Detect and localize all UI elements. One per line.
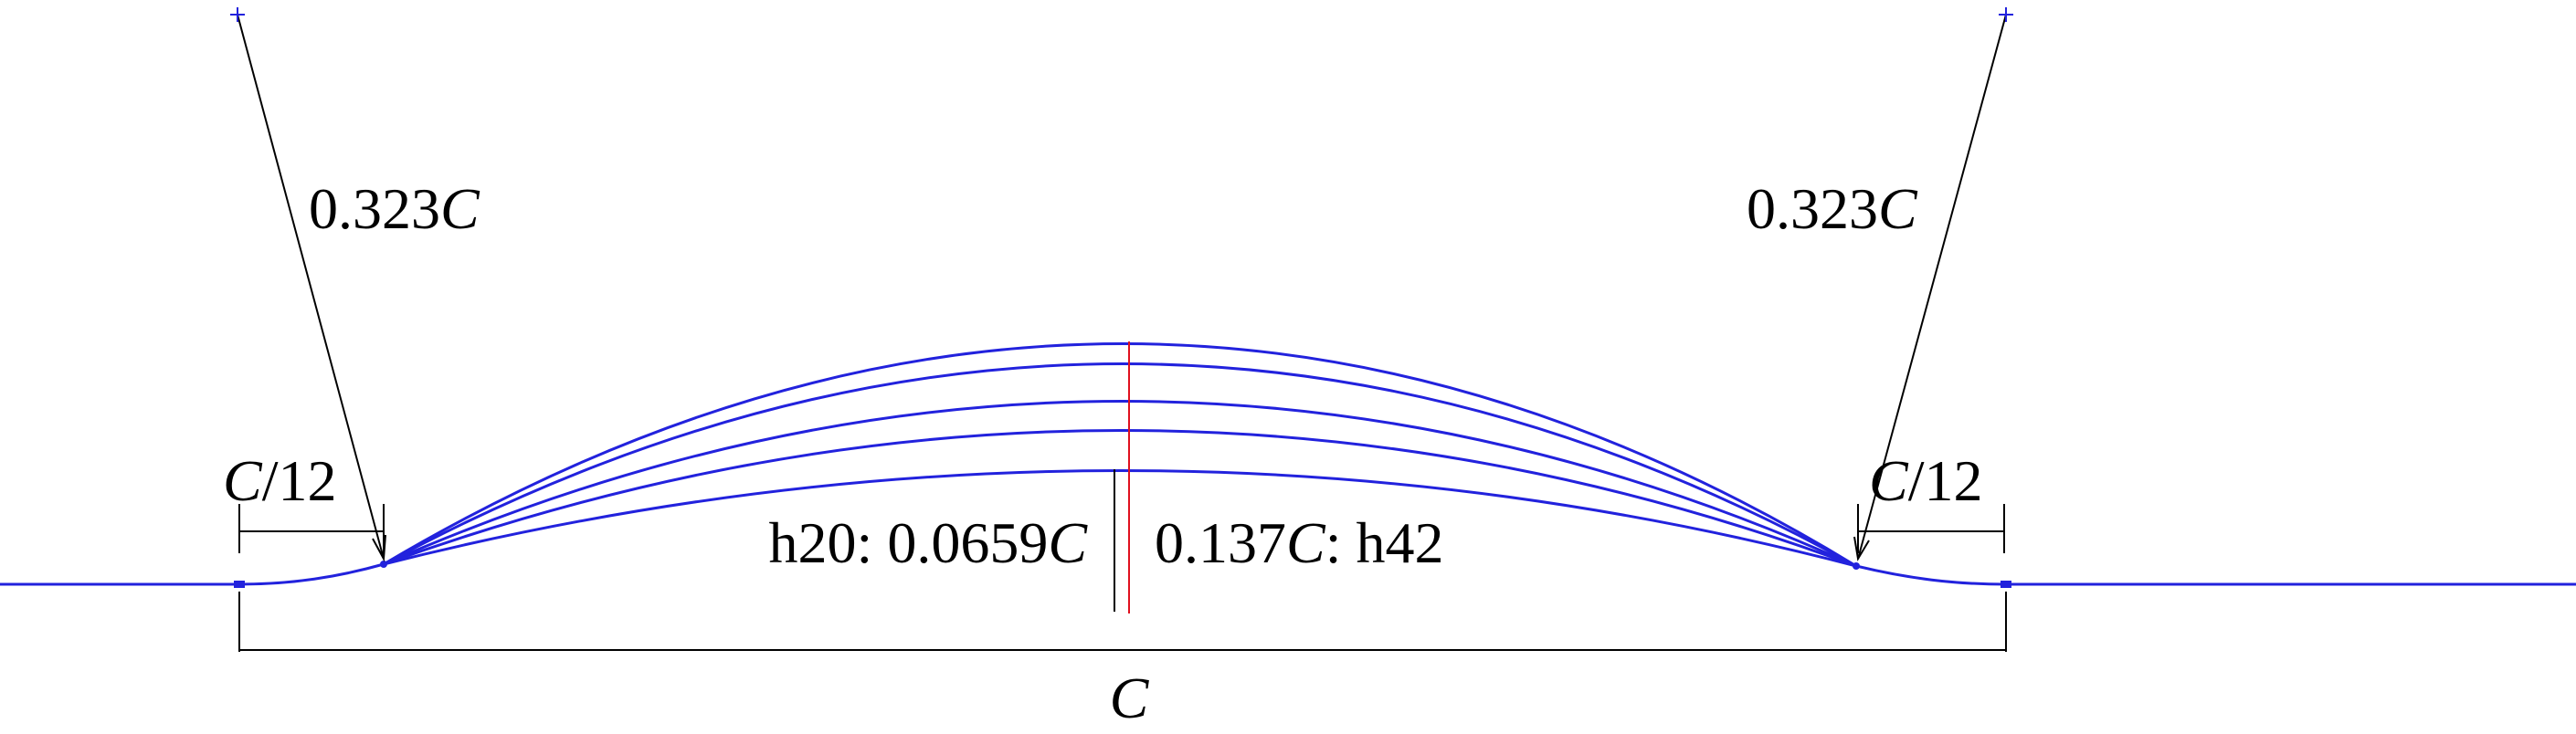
chord-label: C [1110,666,1150,730]
radius-leader-right [1857,14,2007,560]
profile-arc-5 [383,469,1857,568]
profile-arc-3 [383,400,1857,568]
marker-tangent-left [380,561,387,568]
radius-centers [230,7,2013,22]
radius-arrowhead-right [1853,536,1870,561]
transition-curve-left [238,562,385,586]
endpoint-markers [234,561,2011,588]
radius-arrowhead-left [372,534,386,562]
marker-baseline-left [234,581,245,588]
profile-arc-4 [383,429,1857,568]
chord-dimension [238,592,2007,652]
radius-leaders [237,14,2007,562]
transition-curves [238,562,2007,586]
height-label-low: h20: 0.0659C [769,510,1089,575]
transition-curve-right [1855,564,2007,586]
marker-baseline-right [2001,581,2011,588]
radius-label-right: 0.323C [1747,176,1918,241]
profile-arc-1 [383,342,1857,568]
marker-tangent-right [1853,562,1860,570]
radius-leader-left [237,14,385,560]
transition-dimensions [238,504,2005,553]
profile-arc-2 [383,362,1857,568]
radius-label-left: 0.323C [309,176,480,241]
profile-arcs [383,342,1857,568]
height-label-high: 0.137C: h42 [1155,510,1443,575]
transition-label-right: C/12 [1869,448,1982,513]
transition-label-left: C/12 [223,448,336,513]
